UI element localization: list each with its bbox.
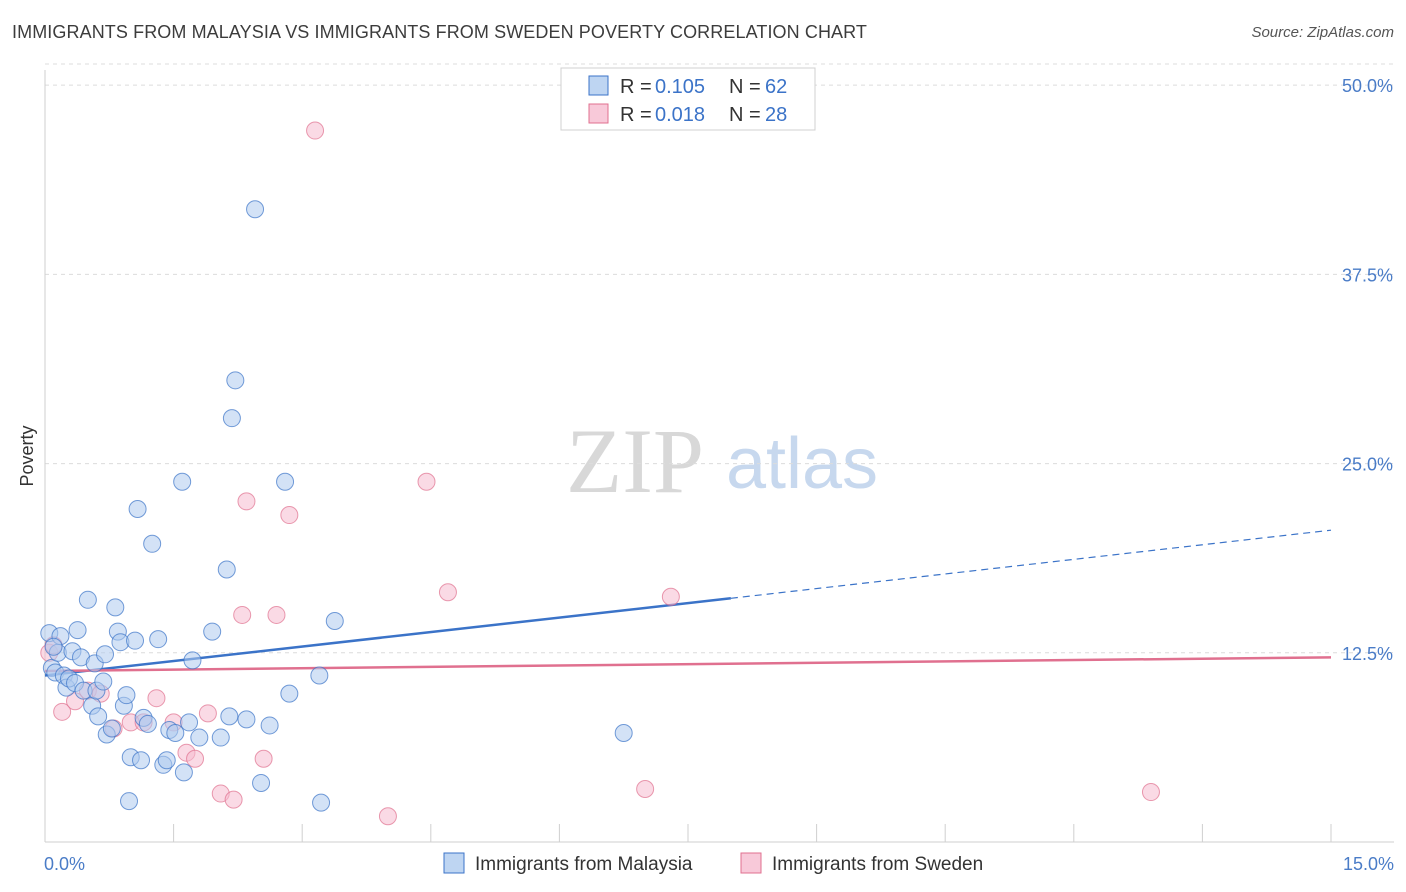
trend-line-malaysia-projection [730, 529, 1332, 599]
point-sweden [280, 506, 299, 525]
point-malaysia [102, 719, 121, 738]
point-malaysia [78, 590, 97, 609]
bottom-legend-label-malaysia: Immigrants from Malaysia [475, 854, 693, 875]
trend-line-malaysia [44, 597, 732, 677]
axes [44, 70, 1394, 843]
x-tick-label: 15.0% [1343, 854, 1394, 874]
point-malaysia [149, 630, 168, 649]
point-sweden [661, 587, 680, 606]
point-malaysia [246, 200, 265, 219]
legend-r-value-malaysia: 0.105 [655, 76, 705, 98]
legend-swatch-malaysia [588, 75, 609, 96]
point-sweden [636, 780, 655, 799]
y-tick-label: 12.5% [1342, 644, 1393, 664]
point-malaysia [217, 560, 236, 579]
bottom-legend-label-sweden: Immigrants from Sweden [772, 854, 983, 875]
data-points [40, 121, 1160, 826]
point-sweden [198, 704, 217, 723]
point-malaysia [183, 651, 202, 670]
point-malaysia [614, 724, 633, 743]
watermark: ZIP atlas [566, 410, 878, 512]
point-sweden [233, 605, 252, 624]
chart-title: IMMIGRANTS FROM MALAYSIA VS IMMIGRANTS F… [12, 22, 868, 42]
point-malaysia [89, 707, 108, 726]
legend-n-value-malaysia: 62 [765, 76, 787, 98]
point-malaysia [96, 645, 115, 664]
point-malaysia [280, 684, 299, 703]
x-tick-label: 0.0% [44, 854, 85, 874]
point-malaysia [157, 751, 176, 770]
point-malaysia [132, 751, 151, 770]
point-sweden [267, 605, 286, 624]
source-note: Source: ZipAtlas.com [1251, 24, 1394, 41]
tick-labels: 12.5% 25.0% 37.5% 50.0% 0.0% 15.0% [44, 76, 1394, 874]
y-tick-label: 50.0% [1342, 76, 1393, 96]
point-sweden [417, 472, 436, 491]
point-malaysia [276, 472, 295, 491]
point-sweden [147, 689, 166, 708]
point-malaysia [138, 714, 157, 733]
point-sweden [224, 790, 243, 809]
point-sweden [1141, 783, 1160, 802]
point-malaysia [310, 666, 329, 685]
point-malaysia [252, 773, 271, 792]
y-tick-label: 25.0% [1342, 455, 1393, 475]
point-malaysia [174, 763, 193, 782]
stats-legend: R = 0.105 N = 62 R = 0.018 N = 28 [560, 67, 816, 131]
point-malaysia [173, 472, 192, 491]
point-malaysia [260, 716, 279, 735]
legend-swatch-sweden [588, 103, 609, 124]
point-sweden [53, 702, 72, 721]
point-malaysia [222, 409, 241, 428]
point-malaysia [211, 728, 230, 747]
point-malaysia [237, 710, 256, 729]
legend-r-value-sweden: 0.018 [655, 104, 705, 126]
point-sweden [186, 749, 205, 768]
point-sweden [306, 121, 325, 140]
legend-n-label-malaysia: N = [729, 76, 761, 98]
point-sweden [378, 807, 397, 826]
bottom-legend-swatch-malaysia [443, 852, 465, 874]
point-malaysia [203, 622, 222, 641]
point-malaysia [325, 611, 344, 630]
point-malaysia [126, 631, 145, 650]
point-malaysia [94, 672, 113, 691]
point-sweden [237, 492, 256, 511]
y-axis-label: Poverty [17, 425, 37, 486]
point-sweden [438, 583, 457, 602]
trend-line-sweden [44, 656, 1332, 673]
point-malaysia [220, 707, 239, 726]
point-malaysia [128, 499, 147, 518]
point-malaysia [226, 371, 245, 390]
bottom-legend-swatch-sweden [740, 852, 762, 874]
y-tick-label: 37.5% [1342, 265, 1393, 285]
legend-n-value-sweden: 28 [765, 104, 787, 126]
point-sweden [254, 749, 273, 768]
point-malaysia [190, 728, 209, 747]
point-malaysia [120, 792, 139, 811]
legend-n-label-sweden: N = [729, 104, 761, 126]
point-malaysia [166, 724, 185, 743]
point-malaysia [106, 598, 125, 617]
trend-lines [44, 529, 1332, 677]
point-malaysia [117, 686, 136, 705]
point-malaysia [180, 713, 199, 732]
series-legend: Immigrants from Malaysia Immigrants from… [443, 852, 983, 875]
point-malaysia [143, 534, 162, 553]
point-malaysia [312, 793, 331, 812]
point-malaysia [68, 621, 87, 640]
point-malaysia [44, 637, 63, 656]
watermark-zip: ZIP [566, 410, 704, 512]
legend-r-label-malaysia: R = [620, 76, 652, 98]
legend-r-label-sweden: R = [620, 104, 652, 126]
gridlines [45, 63, 1394, 654]
